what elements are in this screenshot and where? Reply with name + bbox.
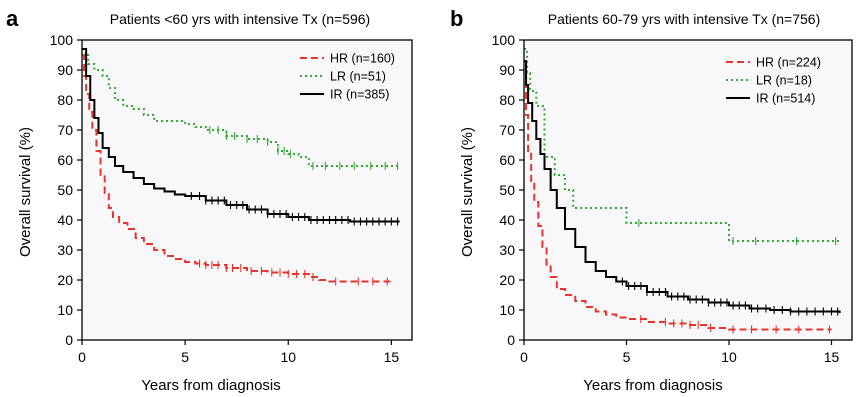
panel-b-x-axis-label: Years from diagnosis [583, 377, 723, 394]
panel-a-y-tick-label: 10 [57, 302, 73, 318]
panel-a: a Patients <60 yrs with intensive Tx (n=… [6, 6, 413, 394]
panel-b-y-tick-label: 80 [499, 92, 515, 108]
panel-a-y-tick-label: 90 [57, 62, 73, 78]
panel-a-y-tick-label: 30 [57, 242, 73, 258]
panel-b-y-axis-label: Overall survival (%) [459, 127, 476, 257]
panel-a-y-tick-label: 80 [57, 92, 73, 108]
panel-a-y-tick-label: 70 [57, 122, 73, 138]
panel-b-y-tick-label: 30 [499, 242, 515, 258]
panel-a-x-tick-label: 5 [181, 349, 189, 365]
panel-b-x-tick-label: 15 [824, 349, 840, 365]
panel-a-y-axis-label: Overall survival (%) [17, 127, 34, 257]
panel-b-letter: b [450, 6, 463, 31]
panel-b-y-tick-label: 60 [499, 152, 515, 168]
panel-a-letter: a [6, 6, 19, 31]
panel-b-series-lr-line [524, 48, 840, 242]
panel-a-y-tick-label: 60 [57, 152, 73, 168]
panel-b-y-tick-label: 0 [507, 332, 515, 348]
panel-b-y-tick-label: 90 [499, 62, 515, 78]
panel-b-x-tick-label: 10 [721, 349, 737, 365]
panel-b-series-hr-line [524, 60, 832, 331]
panel-b-y-tick-label: 50 [499, 182, 515, 198]
panel-b-y-tick-label: 100 [492, 32, 516, 48]
panel-a-x-tick-label: 15 [384, 349, 400, 365]
panel-b-legend-label: LR (n=18) [756, 74, 812, 88]
panel-b-x-tick-label: 0 [520, 349, 528, 365]
panel-a-title: Patients <60 yrs with intensive Tx (n=59… [110, 11, 370, 27]
panel-b-series-ir-line [524, 60, 841, 313]
panel-a-y-tick-label: 0 [65, 332, 73, 348]
panel-a-y-tick-label: 20 [57, 272, 73, 288]
panel-b-y-tick-label: 70 [499, 122, 515, 138]
panel-a-y-tick-label: 50 [57, 182, 73, 198]
panel-b: b Patients 60-79 yrs with intensive Tx (… [450, 6, 853, 394]
panel-b-y-tick-label: 10 [499, 302, 515, 318]
panel-b-y-tick-label: 20 [499, 272, 515, 288]
panel-a-legend-label: LR (n=51) [330, 70, 386, 84]
panel-a-y-tick-label: 40 [57, 212, 73, 228]
panel-a-plot-area [82, 40, 412, 340]
panel-a-x-tick-label: 10 [280, 349, 296, 365]
panel-b-y-tick-label: 40 [499, 212, 515, 228]
panel-a-y-tick-label: 100 [50, 32, 74, 48]
panel-b-title: Patients 60-79 yrs with intensive Tx (n=… [548, 11, 821, 27]
panel-b-legend-label: HR (n=224) [756, 56, 821, 70]
panel-a-legend-label: IR (n=385) [330, 88, 389, 102]
panel-b-legend-label: IR (n=514) [756, 92, 815, 106]
panel-b-plot-area [524, 40, 852, 340]
panel-a-x-axis-label: Years from diagnosis [141, 377, 281, 394]
panel-b-x-tick-label: 5 [623, 349, 631, 365]
panel-a-legend-label: HR (n=160) [330, 52, 395, 66]
panel-a-series-ir-line [82, 48, 400, 223]
panel-a-x-tick-label: 0 [78, 349, 86, 365]
